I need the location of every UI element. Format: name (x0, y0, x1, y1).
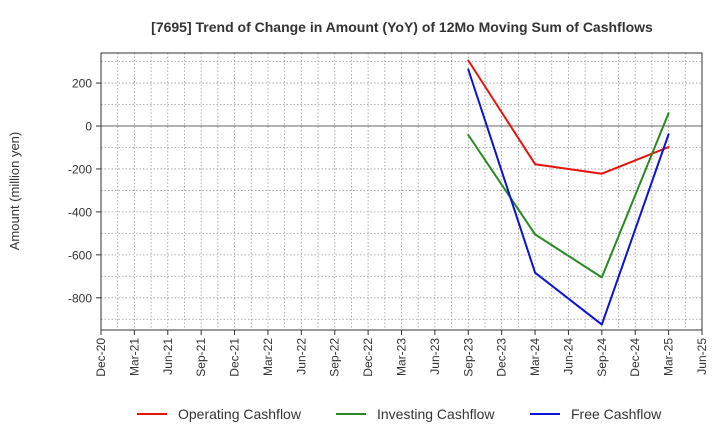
series-line-operating-cashflow (467, 59, 670, 175)
legend-label: Investing Cashflow (377, 406, 495, 422)
x-tick-label: Jun-25 (695, 338, 709, 375)
x-tick-label: Jun-23 (428, 338, 442, 375)
y-tick-label: 0 (85, 120, 92, 134)
x-tick-label: Dec-23 (495, 338, 509, 377)
x-tick-label: Mar-25 (662, 338, 676, 376)
x-tick-label: Jun-22 (294, 338, 308, 375)
x-tick-label: Dec-21 (228, 338, 242, 377)
x-tick-label: Mar-21 (127, 338, 141, 376)
x-tick-label: Mar-24 (528, 338, 542, 376)
legend-label: Operating Cashflow (178, 406, 302, 422)
y-axis-label: Amount (million yen) (7, 132, 22, 251)
legend-label: Free Cashflow (571, 406, 662, 422)
axes: 200 0 -200 -400 -600 -800 Dec-20 Mar-21 Jun-21 Se… (68, 52, 709, 377)
x-tick-label: Dec-20 (94, 338, 108, 377)
y-tick-label: -400 (68, 205, 92, 219)
series-line-investing-cashflow (467, 112, 670, 279)
grid (101, 53, 702, 330)
x-tick-label: Dec-24 (628, 338, 642, 377)
x-tick-label: Sep-24 (595, 338, 609, 377)
x-tick-label: Sep-22 (328, 338, 342, 377)
series-lines (467, 59, 670, 326)
series-line-free-cashflow (467, 68, 670, 326)
y-tick-label: 200 (72, 77, 92, 91)
x-tick-label: Mar-22 (261, 338, 275, 376)
x-tick-label: Mar-23 (395, 338, 409, 376)
y-tick-label: -800 (68, 291, 92, 305)
x-tick-label: Sep-21 (194, 338, 208, 377)
chart-title: [7695] Trend of Change in Amount (YoY) o… (151, 19, 653, 35)
x-tick-label: Jun-24 (561, 338, 575, 375)
x-tick-label: Jun-21 (161, 338, 175, 375)
x-tick-label: Sep-23 (461, 338, 475, 377)
y-tick-label: -600 (68, 248, 92, 262)
x-tick-label: Dec-22 (361, 338, 375, 377)
y-tick-label: -200 (68, 162, 92, 176)
legend: Operating Cashflow Investing Cashflow Free… (137, 406, 662, 422)
